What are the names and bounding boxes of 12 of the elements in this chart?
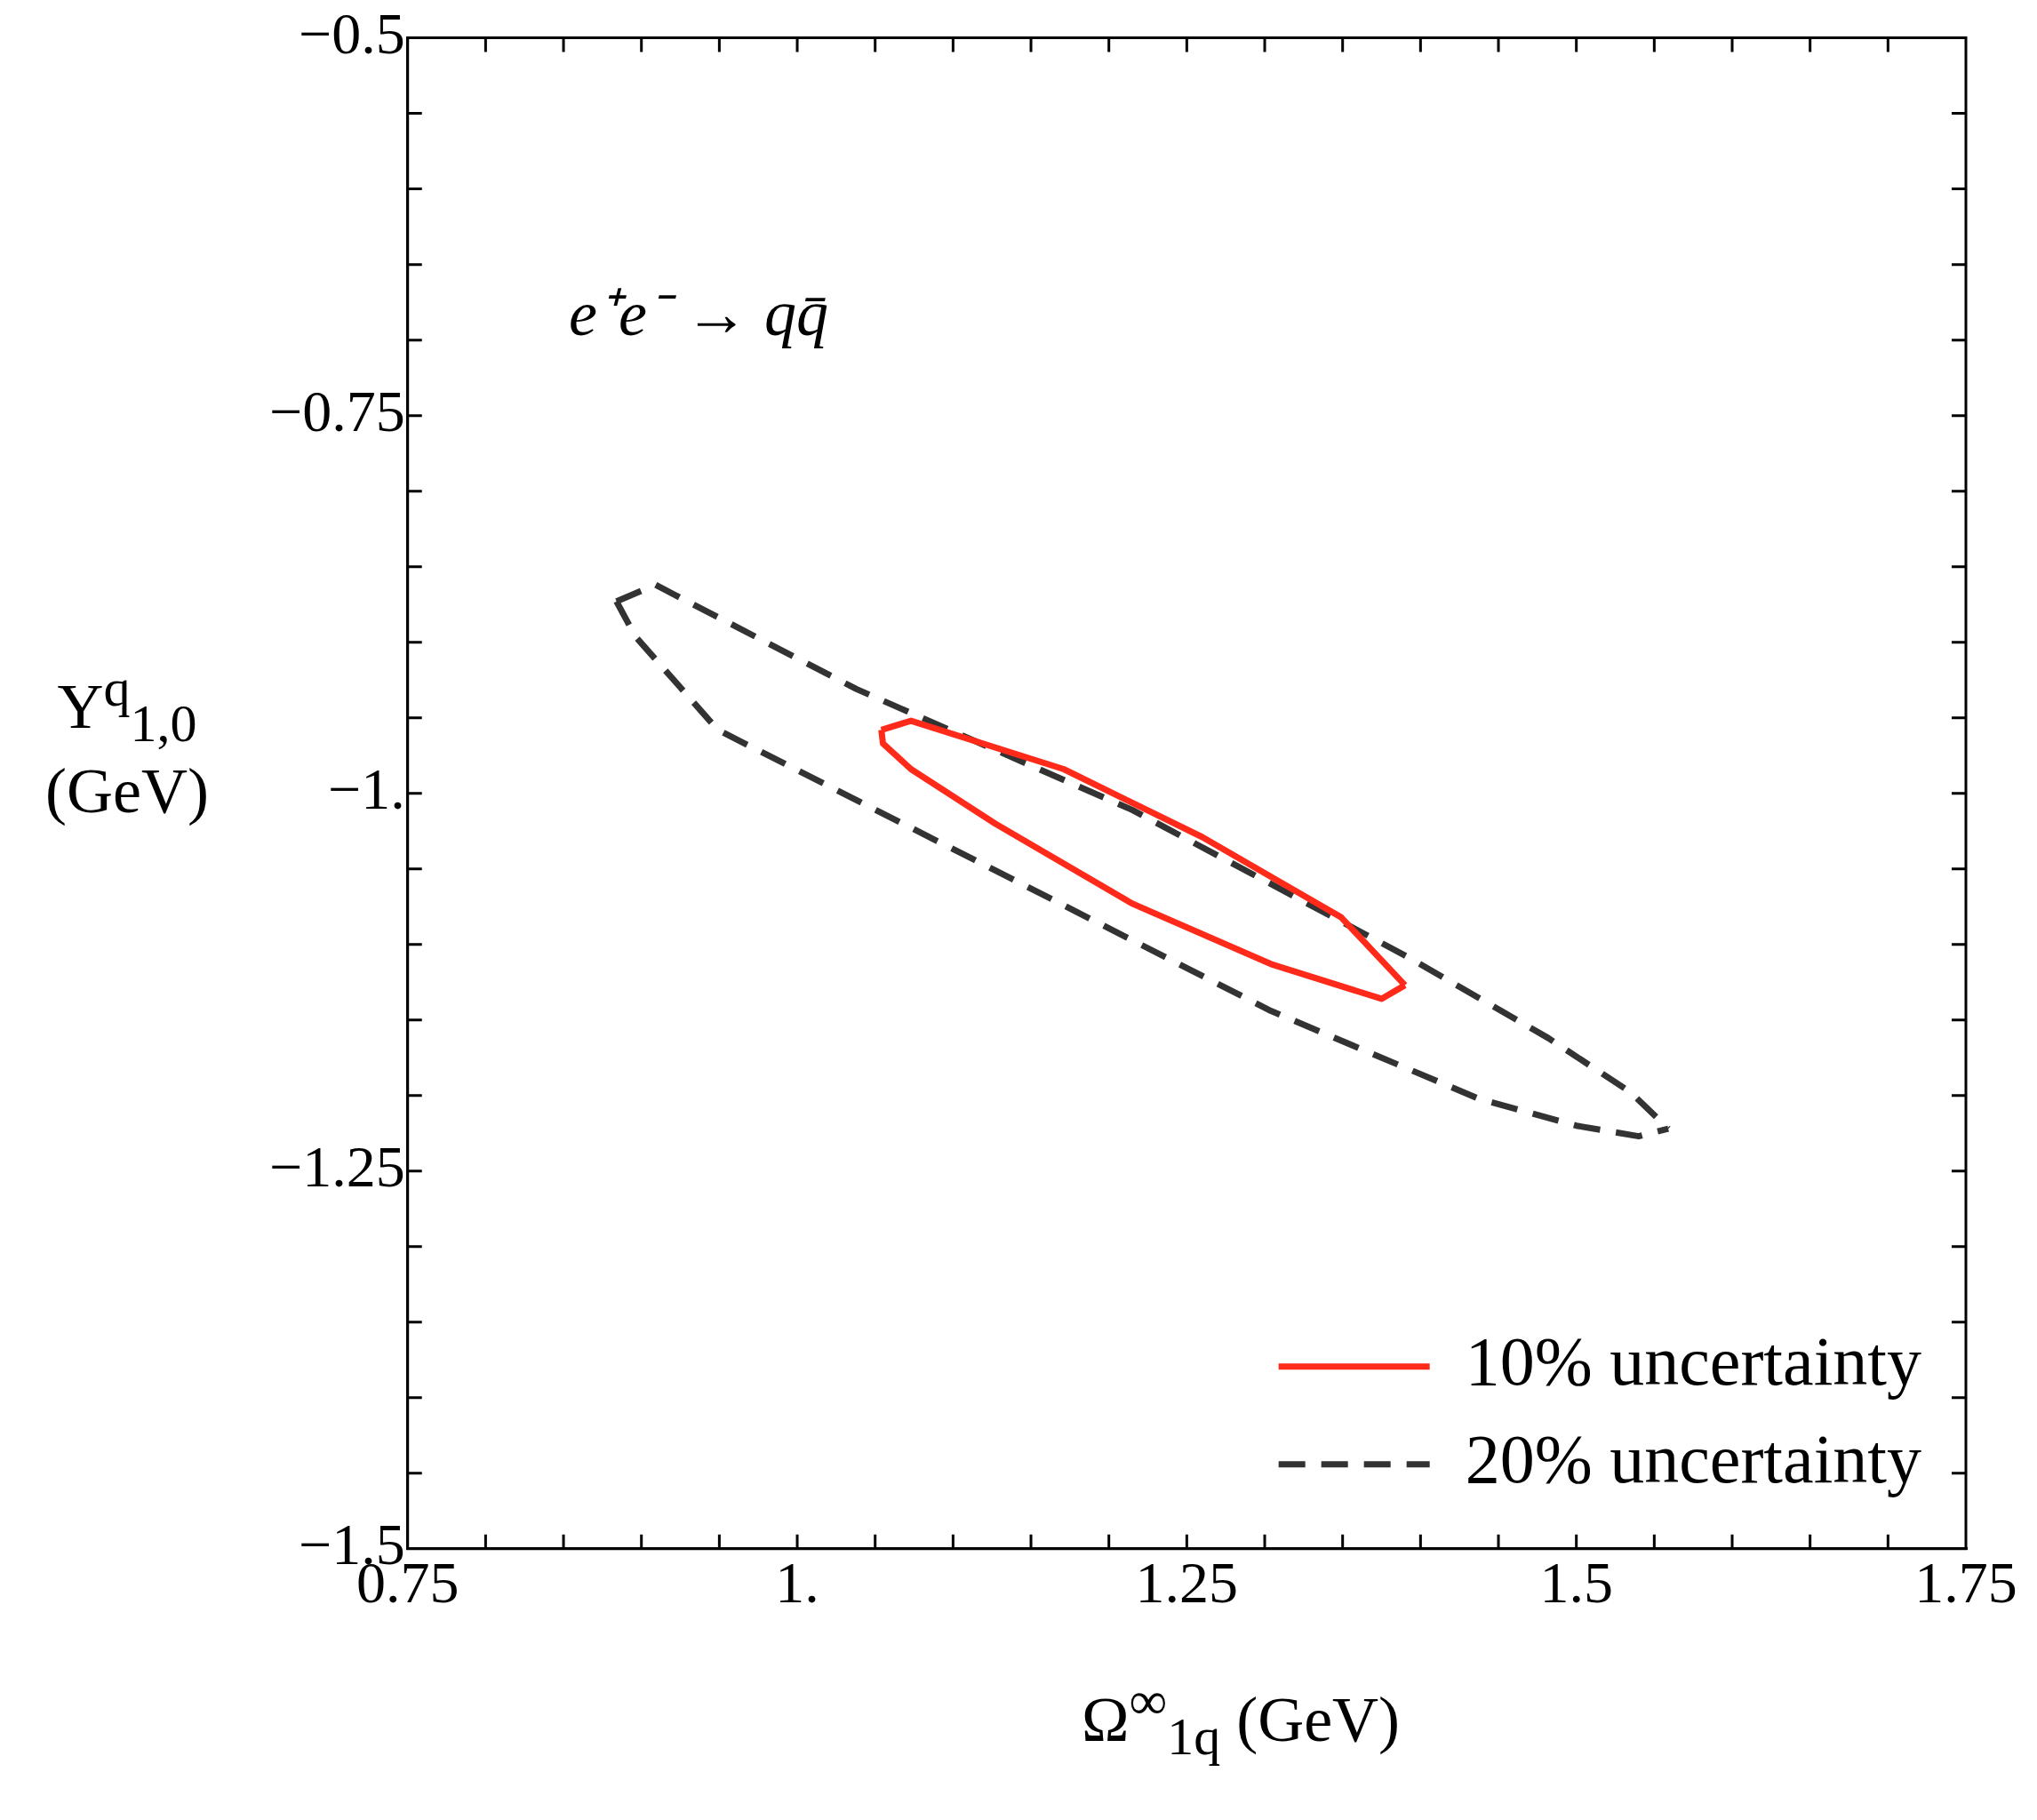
x-axis-title: Ω$^{∞}$$_{1q}$ (GeV)	[1080, 1671, 1402, 1768]
x-tick-label: 1.25	[1135, 1549, 1239, 1615]
y-tick-label: −0.5	[298, 0, 405, 66]
x-tick-label: 1.	[775, 1549, 819, 1615]
annotation: e⁺e⁻ → qq̄	[569, 277, 828, 351]
x-tick-label: 1.5	[1539, 1549, 1613, 1615]
legend-label: 10% uncertainty	[1465, 1322, 1922, 1401]
y-tick-label: −1.25	[268, 1134, 405, 1200]
legend-label: 20% uncertainty	[1465, 1420, 1922, 1498]
y-tick-label: −1.	[327, 756, 405, 822]
y-tick-label: −0.75	[268, 378, 405, 443]
x-tick-label: 1.75	[1914, 1549, 2017, 1615]
